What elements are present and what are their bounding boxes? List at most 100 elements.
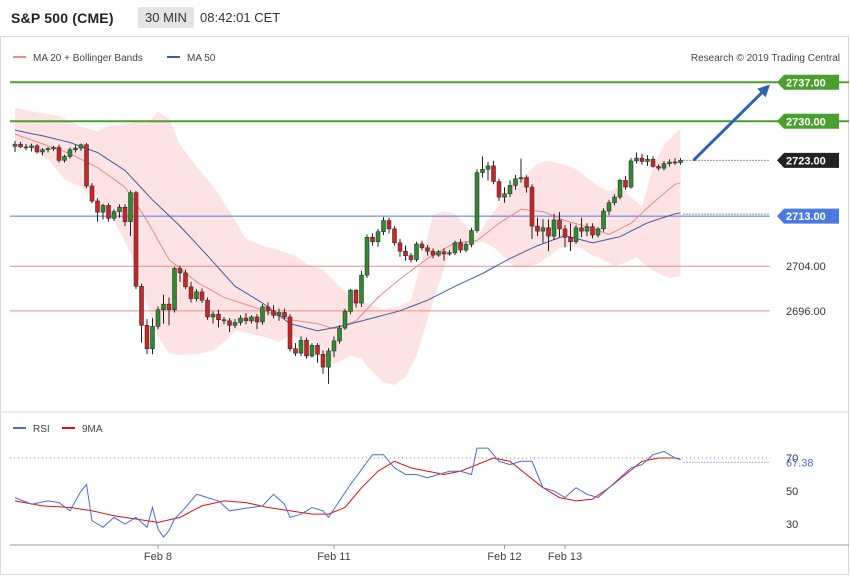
candle-body-16	[100, 205, 106, 213]
candle-29	[172, 266, 177, 313]
candle-99	[557, 212, 562, 238]
candle-108	[606, 199, 612, 215]
candle-61	[348, 289, 353, 315]
candle-16	[100, 203, 106, 220]
candle-120	[672, 158, 678, 165]
candle-body-101	[568, 236, 573, 242]
candle-body-15	[95, 200, 100, 213]
copyright-label: Research © 2019 Trading Central	[691, 53, 840, 64]
candle-112	[628, 158, 634, 189]
candle-body-32	[188, 286, 194, 299]
candle-53	[304, 337, 309, 359]
timestamp: 08:42:01 CET	[200, 10, 281, 25]
candle-100	[562, 224, 568, 248]
candle-77	[436, 250, 441, 257]
candle-body-3	[29, 145, 34, 148]
rsi-tick-50: 50	[786, 486, 798, 498]
candle-body-7	[51, 147, 56, 149]
candle-body-74	[419, 243, 425, 249]
candle-body-28	[166, 303, 172, 310]
candle-88	[496, 178, 502, 202]
candle-119	[667, 159, 672, 167]
candle-body-8	[56, 147, 62, 161]
candle-body-112	[628, 160, 634, 188]
candle-body-62	[353, 289, 359, 304]
candle-23	[139, 283, 144, 343]
candle-body-98	[551, 219, 557, 237]
candle-body-110	[617, 180, 623, 198]
chart-header: S&P 500 (CME) 30 MIN 08:42:01 CET	[0, 0, 850, 36]
candle-body-88	[496, 181, 502, 198]
candle-body-26	[155, 309, 161, 327]
candle-73	[414, 241, 419, 262]
candle-body-2	[23, 146, 29, 149]
candle-body-49	[282, 312, 287, 318]
candle-72	[408, 252, 414, 263]
candle-body-9	[62, 156, 67, 161]
candle-95	[535, 217, 540, 237]
candle-15	[95, 198, 100, 222]
candle-body-61	[348, 289, 353, 312]
interval-button[interactable]: 30 MIN	[138, 7, 194, 28]
candle-body-79	[447, 252, 452, 255]
x-label-2: Feb 12	[487, 551, 521, 563]
level-label-5: 2696.00	[786, 306, 826, 318]
candle-body-108	[606, 202, 612, 212]
candle-body-84	[474, 172, 480, 231]
candle-8	[56, 144, 62, 163]
rsi-pane: 70 50 30 67.38	[10, 447, 814, 539]
candle-body-92	[518, 177, 524, 179]
candle-10	[67, 147, 73, 159]
rsi-last-value: 67.38	[786, 457, 814, 469]
ma20-line	[14, 133, 681, 330]
ma50-line	[14, 129, 681, 332]
candle-body-31	[183, 272, 188, 288]
candle-114	[639, 153, 645, 165]
candle-body-25	[150, 326, 155, 349]
candle-3	[29, 143, 34, 152]
candle-body-13	[84, 144, 89, 187]
symbol-title: S&P 500 (CME)	[11, 10, 114, 26]
candle-body-23	[139, 286, 144, 326]
candle-1	[18, 141, 23, 149]
projection-arrow	[692, 84, 770, 162]
candle-18	[111, 209, 117, 222]
legend: MA 20 + Bollinger Bands MA 50 Research ©…	[13, 53, 840, 64]
candle-body-51	[293, 348, 298, 354]
candle-0	[12, 140, 18, 152]
candle-body-102	[573, 227, 579, 242]
candle-115	[645, 155, 650, 166]
candle-body-22	[133, 192, 139, 287]
level-label-3: 2713.00	[786, 211, 826, 223]
candle-body-117	[656, 166, 661, 169]
candle-56	[320, 350, 326, 374]
candle-body-63	[359, 274, 364, 304]
level-tag-2	[777, 152, 839, 168]
candle-body-87	[491, 165, 496, 182]
candle-70	[397, 238, 403, 257]
candle-65	[370, 233, 375, 246]
candle-body-35	[205, 299, 210, 318]
candle-63	[359, 270, 364, 307]
candle-body-65	[370, 236, 375, 242]
candle-69	[392, 226, 397, 246]
candle-body-107	[601, 210, 606, 230]
candle-body-90	[507, 185, 513, 195]
candle-28	[166, 297, 172, 326]
candle-body-40	[232, 322, 238, 326]
candle-19	[117, 204, 122, 218]
candle-46	[265, 302, 271, 316]
candle-9	[62, 154, 67, 163]
candle-2	[23, 144, 29, 151]
candle-body-114	[639, 157, 645, 162]
x-label-0: Feb 8	[144, 551, 172, 563]
candle-body-38	[221, 319, 227, 322]
candle-body-47	[271, 310, 276, 316]
candle-14	[89, 183, 95, 204]
candle-body-53	[304, 340, 309, 357]
level-tag-1	[777, 113, 839, 129]
candle-64	[364, 234, 370, 278]
candle-97	[546, 219, 551, 252]
candle-98	[551, 213, 557, 241]
candle-105	[590, 223, 595, 239]
